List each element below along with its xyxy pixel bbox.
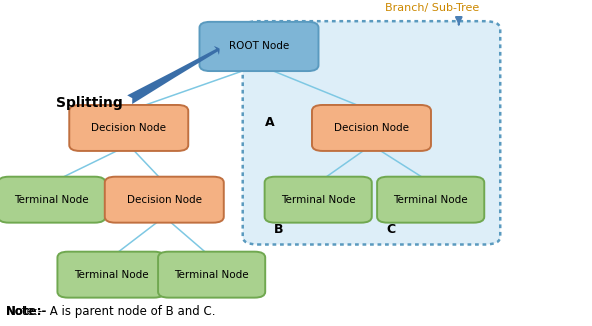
FancyBboxPatch shape: [200, 22, 318, 71]
Text: ROOT Node: ROOT Node: [229, 41, 289, 52]
FancyBboxPatch shape: [312, 105, 431, 151]
Text: Terminal Node: Terminal Node: [14, 195, 89, 205]
Text: A: A: [265, 116, 275, 129]
Text: Decision Node: Decision Node: [91, 123, 166, 133]
FancyBboxPatch shape: [0, 177, 105, 223]
Text: C: C: [386, 223, 395, 236]
Text: Terminal Node: Terminal Node: [174, 270, 249, 280]
Text: Terminal Node: Terminal Node: [281, 195, 356, 205]
FancyBboxPatch shape: [158, 252, 265, 298]
FancyBboxPatch shape: [243, 21, 500, 245]
Text: Note:-  A is parent node of B and C.: Note:- A is parent node of B and C.: [6, 305, 215, 318]
Text: Terminal Node: Terminal Node: [393, 195, 468, 205]
FancyBboxPatch shape: [377, 177, 484, 223]
Text: Terminal Node: Terminal Node: [73, 270, 149, 280]
Text: Splitting: Splitting: [56, 96, 123, 110]
Text: Branch/ Sub-Tree: Branch/ Sub-Tree: [385, 3, 480, 13]
FancyBboxPatch shape: [69, 105, 188, 151]
Text: Decision Node: Decision Node: [127, 195, 202, 205]
Text: B: B: [274, 223, 283, 236]
FancyBboxPatch shape: [105, 177, 224, 223]
Text: Decision Node: Decision Node: [334, 123, 409, 133]
Text: Note:-: Note:-: [6, 305, 47, 318]
FancyBboxPatch shape: [57, 252, 165, 298]
FancyBboxPatch shape: [265, 177, 372, 223]
